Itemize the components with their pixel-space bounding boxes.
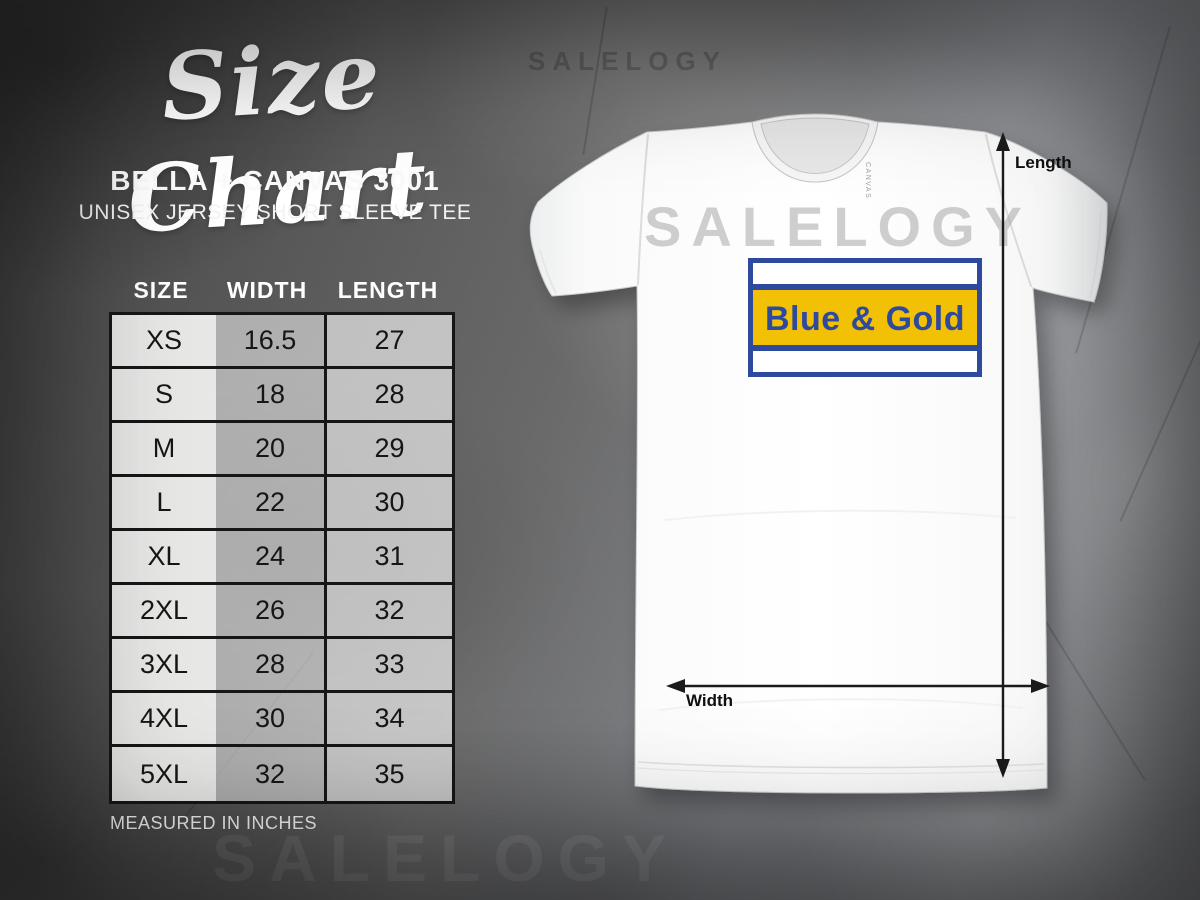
chest-watermark: SALELOGY: [644, 195, 1032, 258]
width-arrow: Width: [666, 679, 1050, 710]
size-cell: M: [112, 423, 216, 474]
column-header-length: LENGTH: [337, 277, 439, 303]
seam-lines: [539, 134, 1102, 775]
size-cell: S: [112, 369, 216, 420]
collar: CANVAS: [751, 113, 879, 199]
length-cell: 33: [324, 639, 452, 690]
table-row: M 20 29: [112, 423, 452, 477]
width-cell: 24: [216, 531, 324, 582]
length-arrow-label: Length: [1015, 153, 1072, 172]
length-arrow: Length: [996, 132, 1072, 778]
blue-gold-design: Blue & Gold: [748, 258, 982, 377]
size-cell: 5XL: [112, 747, 216, 801]
width-cell: 30: [216, 693, 324, 744]
table-row: XS 16.5 27: [112, 315, 452, 369]
length-cell: 31: [324, 531, 452, 582]
table-row: 5XL 32 35: [112, 747, 452, 801]
table-row: L 22 30: [112, 477, 452, 531]
design-text: Blue & Gold: [765, 300, 965, 338]
length-cell: 34: [324, 693, 452, 744]
size-cell: XS: [112, 315, 216, 366]
design-stripe-bottom: [753, 351, 977, 372]
tshirt-mockup: CANVAS SALELOGY Blue & Gold Length Width: [529, 113, 1108, 794]
table-row: XL 24 31: [112, 531, 452, 585]
product-subtitle: UNISEX JERSEY SHORT SLEEVE TEE: [78, 201, 472, 224]
width-cell: 22: [216, 477, 324, 528]
length-cell: 32: [324, 585, 452, 636]
size-cell: 4XL: [112, 693, 216, 744]
column-header-width: WIDTH: [226, 277, 308, 303]
width-cell: 32: [216, 747, 324, 801]
width-cell: 18: [216, 369, 324, 420]
table-row: 4XL 30 34: [112, 693, 452, 747]
table-row: S 18 28: [112, 369, 452, 423]
table-row: 2XL 26 32: [112, 585, 452, 639]
length-cell: 30: [324, 477, 452, 528]
neck-label: CANVAS: [864, 162, 871, 199]
background-watermark-top: SALELOGY: [528, 46, 728, 76]
length-cell: 28: [324, 369, 452, 420]
size-cell: XL: [112, 531, 216, 582]
table-row: 3XL 28 33: [112, 639, 452, 693]
width-cell: 28: [216, 639, 324, 690]
product-name: BELLA + CANVAS 3001: [110, 165, 440, 196]
column-header-size: SIZE: [133, 277, 189, 303]
length-cell: 35: [324, 747, 452, 801]
width-cell: 26: [216, 585, 324, 636]
width-arrow-label: Width: [686, 691, 733, 710]
size-cell: L: [112, 477, 216, 528]
width-cell: 16.5: [216, 315, 324, 366]
length-cell: 27: [324, 315, 452, 366]
length-cell: 29: [324, 423, 452, 474]
size-cell: 2XL: [112, 585, 216, 636]
width-cell: 20: [216, 423, 324, 474]
table-header: SIZE WIDTH LENGTH: [109, 277, 455, 304]
table-footnote: MEASURED IN INCHES: [110, 813, 318, 833]
design-gold-band: [753, 290, 977, 345]
size-cell: 3XL: [112, 639, 216, 690]
design-stripe-top: [753, 263, 977, 284]
size-table-body: XS 16.5 27 S 18 28 M 20 29 L 22 30 XL 24 31 2XL 26 32 3XL 2…: [109, 312, 455, 804]
